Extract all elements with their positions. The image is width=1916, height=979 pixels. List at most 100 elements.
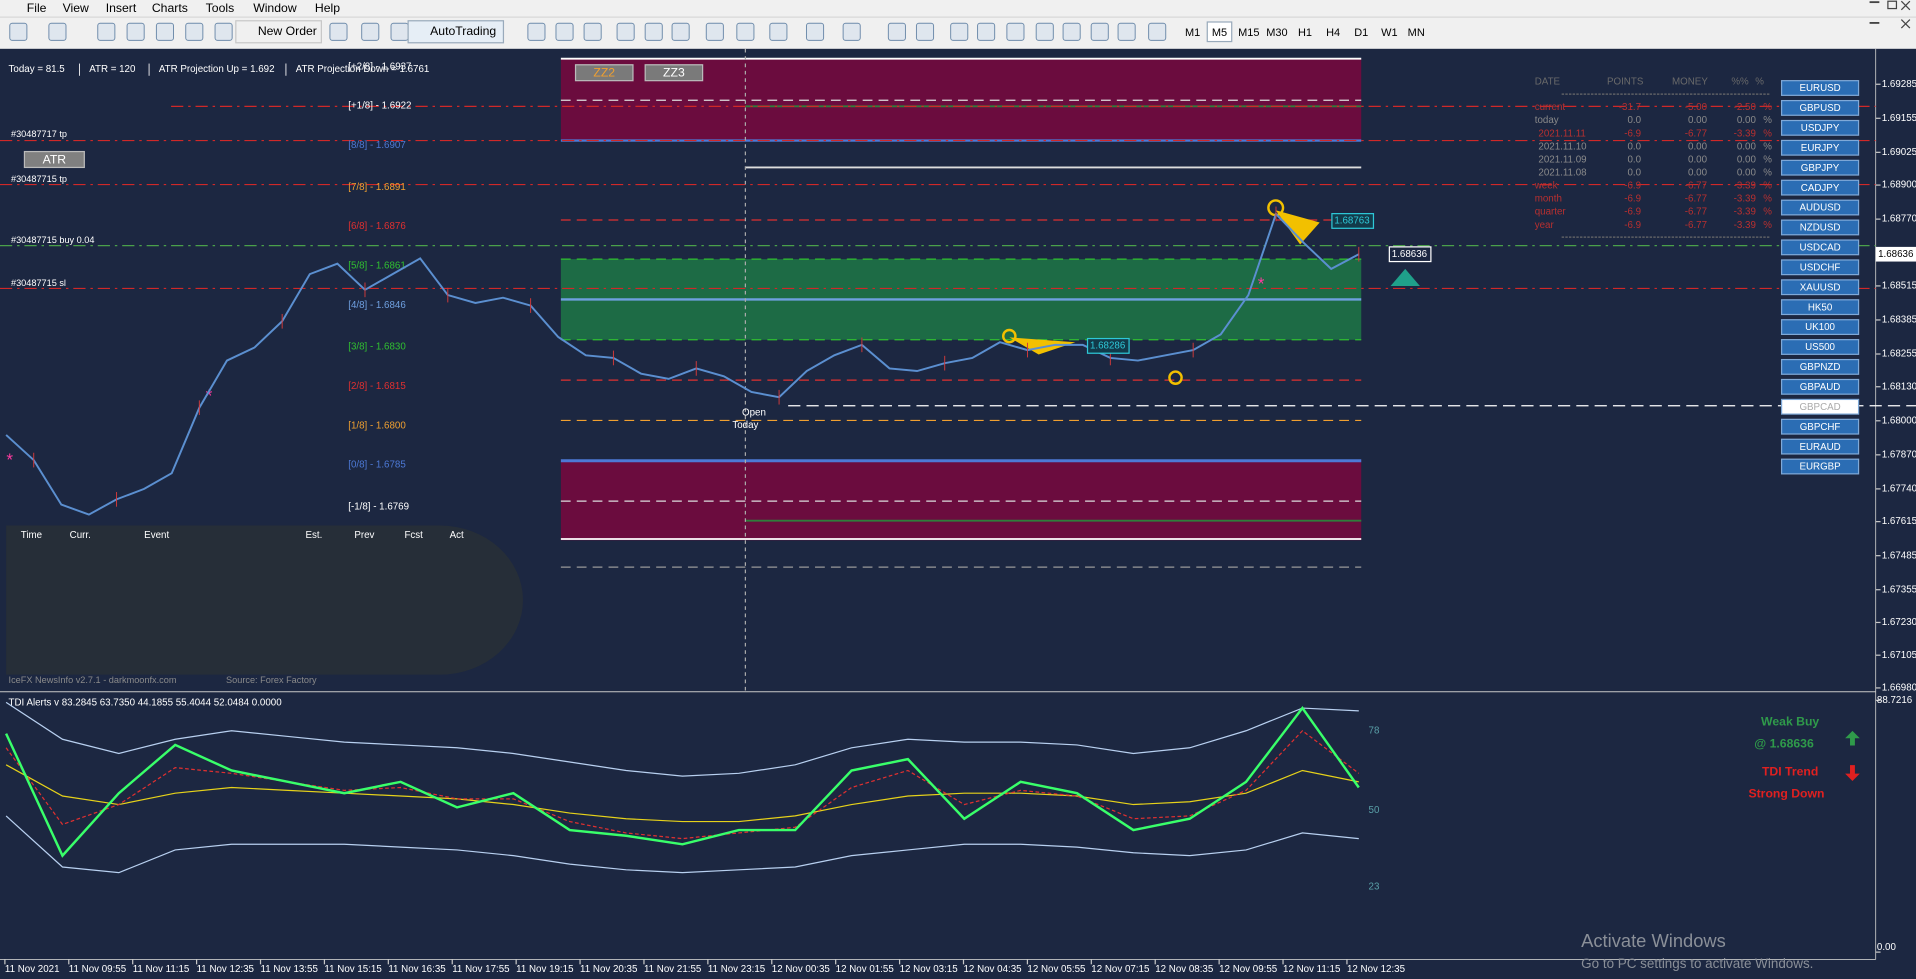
symbol-button[interactable]	[1780, 398, 1860, 415]
toolbar-icon[interactable]	[1006, 22, 1025, 41]
symbol-button[interactable]	[1780, 99, 1860, 116]
minimize[interactable]	[1869, 1, 1880, 4]
symbol-button[interactable]	[1780, 279, 1860, 296]
toolbar-icon[interactable]	[915, 22, 935, 41]
timeframe[interactable]: M15	[1238, 27, 1259, 39]
symbol-button[interactable]	[1780, 358, 1860, 375]
toolbar-icon[interactable]	[736, 22, 755, 41]
toolbar-icon[interactable]	[48, 22, 67, 41]
toolbar-icon[interactable]	[1148, 22, 1167, 41]
toolbar-icon[interactable]	[9, 22, 28, 41]
watermark-title: Activate Windows	[1581, 930, 1726, 951]
murrey-label: [2/8] - 1.6815	[348, 381, 406, 392]
timeframe[interactable]: W1	[1381, 27, 1397, 39]
price-tag-label: 1.68286	[1090, 340, 1125, 351]
toolbar-icon[interactable]	[155, 22, 175, 41]
toolbar-icon[interactable]	[1062, 22, 1081, 41]
stats-header: POINTS	[1607, 76, 1644, 87]
symbol-button[interactable]	[1780, 80, 1860, 96]
symbol-button[interactable]	[1780, 179, 1860, 196]
toolbar-icon[interactable]	[97, 22, 116, 41]
timeframe[interactable]: H1	[1298, 27, 1312, 39]
close[interactable]	[1900, 0, 1911, 11]
toolbar-icon[interactable]	[555, 22, 574, 41]
tdi-level-label: 23	[1369, 881, 1380, 892]
symbol-button[interactable]	[1780, 119, 1860, 136]
toolbar-icon[interactable]	[1117, 22, 1136, 41]
stats-cell: 0.0	[1627, 154, 1641, 165]
x-tick-label: 12 Nov 04:35	[963, 964, 1022, 975]
x-tick-label: 11 Nov 11:15	[133, 964, 190, 975]
timeframe[interactable]: M1	[1185, 27, 1200, 39]
chart-button[interactable]	[644, 64, 704, 82]
toolbar-icon[interactable]	[214, 22, 233, 41]
symbol-button[interactable]	[1780, 219, 1860, 236]
y-tick-label: 1.67355	[1882, 584, 1916, 595]
close[interactable]	[1900, 19, 1911, 29]
timeframe[interactable]: MN	[1408, 27, 1425, 39]
toolbar-icon[interactable]	[390, 22, 409, 41]
current-price-label: 1.68636	[1878, 249, 1913, 260]
tdi-line	[5, 815, 1359, 874]
toolbar-icon[interactable]	[185, 22, 204, 41]
stats-cell: %	[1763, 181, 1772, 192]
news-header: Act	[450, 530, 464, 541]
toolbar-icon[interactable]	[977, 22, 996, 41]
symbol-button[interactable]	[1780, 378, 1860, 395]
toolbar-icon[interactable]	[671, 22, 690, 41]
restore[interactable]	[1887, 0, 1898, 10]
timeframe[interactable]: M30	[1266, 27, 1287, 39]
x-tick-label: 12 Nov 01:55	[836, 964, 895, 975]
symbol-button[interactable]	[1780, 418, 1860, 435]
timeframe[interactable]: M5	[1212, 27, 1227, 39]
toolbar-icon[interactable]	[887, 22, 906, 41]
toolbar-icon[interactable]	[1035, 22, 1054, 41]
toolbar-icon[interactable]	[126, 22, 145, 41]
x-tick-label: 12 Nov 03:15	[900, 964, 959, 975]
chart-button[interactable]	[23, 150, 85, 169]
toolbar-icon[interactable]	[644, 22, 663, 41]
toolbar-icon[interactable]	[329, 22, 348, 41]
toolbar-icon[interactable]	[705, 22, 724, 41]
symbol-label: GBPCAD	[1799, 402, 1840, 413]
toolbar-icon[interactable]	[805, 22, 825, 41]
timeframe[interactable]: D1	[1354, 27, 1368, 39]
price-tag-label: 1.68636	[1392, 249, 1427, 260]
toolbar-icon[interactable]	[361, 22, 380, 41]
tdi-level-label: 78	[1369, 725, 1380, 736]
stats-header: %	[1755, 76, 1764, 87]
menu-item: File	[27, 1, 47, 15]
symbol-button[interactable]	[1780, 159, 1860, 176]
minimize[interactable]	[1869, 22, 1880, 24]
symbol-button[interactable]	[1780, 139, 1860, 156]
news-footer: IceFX NewsInfo v2.7.1 - darkmoonfx.com	[9, 675, 177, 685]
x-tick-label: 11 Nov 23:15	[708, 964, 766, 975]
toolbar-icon[interactable]	[583, 22, 602, 41]
symbol-button[interactable]	[1780, 239, 1860, 256]
toolbar-icon[interactable]	[950, 22, 969, 41]
y-tick-label: 1.68385	[1882, 315, 1916, 326]
symbol-button[interactable]	[1780, 199, 1860, 216]
info-text: ATR Projection Up = 1.692	[159, 64, 275, 75]
timeframe[interactable]: H4	[1326, 27, 1340, 39]
toolbar-icon[interactable]	[769, 22, 788, 41]
stats-cell: 0.00	[1688, 141, 1708, 152]
symbol-button[interactable]	[1780, 259, 1860, 276]
symbol-button[interactable]	[1780, 458, 1860, 475]
symbol-button[interactable]	[1780, 438, 1860, 455]
stats-cell: %	[1763, 115, 1772, 126]
toolbar-icon[interactable]	[842, 22, 861, 41]
stats-cell: -6.9	[1624, 220, 1641, 231]
toolbar-icon[interactable]	[1090, 22, 1109, 41]
button-autotrading[interactable]	[407, 20, 505, 44]
toolbar-icon[interactable]	[527, 22, 546, 41]
toolbar-icon[interactable]	[616, 22, 635, 41]
chart-button[interactable]	[574, 64, 634, 82]
stats-cell: 0.00	[1737, 168, 1757, 179]
symbol-button[interactable]	[1780, 319, 1860, 336]
button-new-order[interactable]	[235, 20, 322, 44]
y-tick-label: 1.69285	[1882, 79, 1916, 90]
stats-cell: -6.9	[1624, 194, 1641, 205]
symbol-button[interactable]	[1780, 339, 1860, 355]
symbol-button[interactable]	[1780, 299, 1860, 316]
